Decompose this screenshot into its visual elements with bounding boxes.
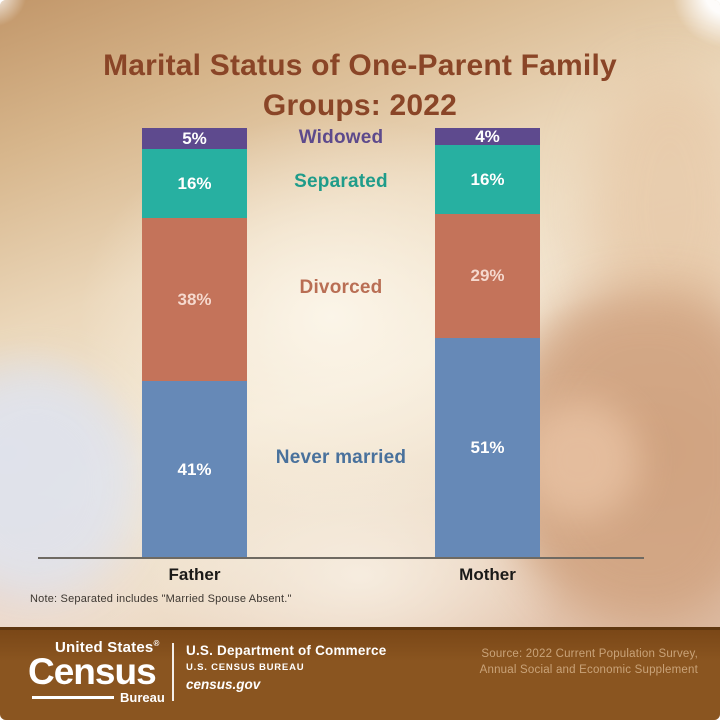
segment-value-label: 29% bbox=[470, 266, 505, 286]
dept-of-commerce-label: U.S. Department of Commerce bbox=[186, 643, 387, 658]
segment-separated-father: 16% bbox=[142, 149, 247, 219]
legend-label-widowed: Widowed bbox=[298, 126, 384, 148]
segment-separated-mother: 16% bbox=[435, 145, 540, 214]
segment-value-label: 4% bbox=[475, 127, 500, 147]
segment-value-label: 51% bbox=[470, 438, 505, 458]
logo-census: Census bbox=[28, 651, 157, 692]
footer-divider bbox=[172, 643, 174, 701]
axis-label-mother: Mother bbox=[459, 565, 516, 584]
segment-widowed-mother: 4% bbox=[435, 127, 540, 147]
stacked-bar-father: 5% 16% 38% 41% bbox=[142, 128, 247, 557]
segment-never-married-father: 41% bbox=[142, 381, 247, 557]
registered-mark: ® bbox=[153, 639, 160, 648]
background-child-hand bbox=[520, 400, 640, 520]
logo-bureau: Bureau bbox=[120, 690, 165, 706]
segment-value-label: 38% bbox=[177, 290, 212, 310]
segment-value-label: 5% bbox=[182, 129, 207, 149]
segment-never-married-mother: 51% bbox=[435, 338, 540, 557]
segment-value-label: 16% bbox=[470, 169, 505, 189]
x-axis-line bbox=[38, 557, 644, 559]
census-gov-label: census.gov bbox=[186, 677, 261, 692]
segment-divorced-father: 38% bbox=[142, 218, 247, 382]
source-citation: Source: 2022 Current Population Survey, … bbox=[480, 647, 698, 678]
census-bureau-label: U.S. CENSUS BUREAU bbox=[186, 662, 305, 673]
department-block: U.S. Department of Commerce U.S. CENSUS … bbox=[186, 643, 386, 692]
segment-widowed-father: 5% bbox=[142, 128, 247, 150]
legend-label-separated: Separated bbox=[294, 170, 388, 192]
legend-label-divorced: Divorced bbox=[299, 276, 383, 298]
footer-bar: United States® Census Bureau U.S. Depart… bbox=[0, 627, 720, 720]
logo-united-states: United States® bbox=[55, 639, 160, 656]
source-line-2: Annual Social and Economic Supplement bbox=[479, 663, 698, 676]
segment-value-label: 16% bbox=[177, 174, 212, 194]
axis-label-father: Father bbox=[168, 565, 221, 584]
stacked-bar-mother: 4% 16% 29% 51% bbox=[435, 128, 540, 557]
legend-label-never-married: Never married bbox=[275, 447, 407, 469]
logo-underline bbox=[32, 696, 114, 700]
source-line-1: Source: 2022 Current Population Survey, bbox=[481, 648, 698, 660]
segment-divorced-mother: 29% bbox=[435, 213, 540, 339]
chart-title: Marital Status of One-Parent Family Grou… bbox=[103, 49, 617, 122]
segment-value-label: 41% bbox=[177, 459, 212, 479]
footnote: Note: Separated includes "Married Spouse… bbox=[30, 593, 292, 605]
census-bureau-logo: United States® Census Bureau bbox=[28, 639, 168, 705]
